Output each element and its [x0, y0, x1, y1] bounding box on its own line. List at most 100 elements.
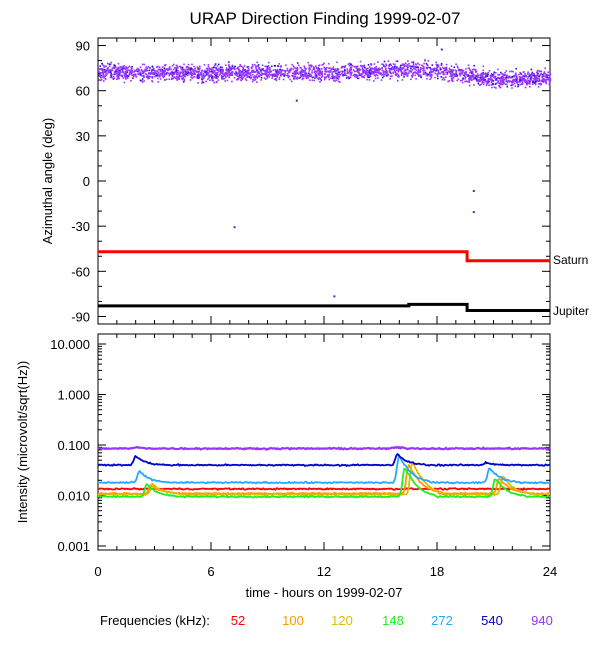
azimuth-point [350, 66, 352, 69]
azimuth-point [310, 64, 312, 66]
azimuth-point [430, 71, 433, 74]
azimuth-point [479, 74, 481, 76]
azimuth-point [445, 67, 447, 69]
azimuth-point [171, 73, 174, 76]
azimuth-point [220, 69, 222, 72]
azimuth-point [548, 82, 551, 85]
azimuth-point [350, 63, 353, 66]
azimuth-point [506, 76, 508, 79]
azimuth-point [384, 67, 387, 70]
azimuth-y-tick-label: 0 [83, 174, 90, 189]
azimuth-point [266, 71, 269, 74]
legend-entry-148: 148 [382, 613, 404, 628]
azimuth-point [200, 72, 202, 75]
azimuth-point [341, 73, 343, 75]
azimuth-point [513, 80, 515, 83]
azimuth-point [176, 76, 178, 78]
azimuth-point [261, 64, 264, 67]
azimuth-point [423, 62, 425, 65]
azimuth-outlier-point [233, 226, 236, 229]
azimuth-point [210, 68, 213, 71]
azimuth-point [173, 63, 175, 66]
azimuth-point [100, 72, 103, 74]
azimuth-point [217, 69, 219, 71]
azimuth-point [235, 70, 237, 73]
azimuth-point [514, 85, 517, 88]
azimuth-point [407, 68, 409, 71]
azimuth-point [101, 69, 104, 72]
azimuth-point [197, 70, 199, 73]
azimuth-point [529, 85, 531, 88]
azimuth-point [397, 69, 400, 72]
azimuth-point [103, 80, 105, 82]
azimuth-point [158, 66, 161, 68]
azimuth-point [111, 76, 113, 79]
azimuth-point [477, 74, 479, 77]
azimuth-point [399, 67, 401, 70]
azimuth-point [133, 71, 136, 73]
azimuth-point [265, 65, 267, 68]
azimuth-point [409, 66, 412, 68]
azimuth-point [521, 83, 523, 85]
azimuth-point [544, 80, 547, 83]
azimuth-point [248, 76, 250, 78]
azimuth-point [260, 73, 262, 76]
azimuth-point [454, 69, 457, 72]
azimuth-point [141, 63, 144, 66]
azimuth-point [392, 72, 394, 75]
azimuth-point [162, 66, 164, 68]
azimuth-point [99, 68, 101, 71]
azimuth-point [495, 87, 497, 89]
azimuth-point [436, 65, 438, 67]
azimuth-point [173, 76, 176, 78]
azimuth-point [519, 81, 521, 83]
azimuth-point [329, 67, 332, 69]
azimuth-point [135, 70, 137, 72]
azimuth-point [505, 70, 508, 72]
azimuth-point [253, 75, 256, 77]
azimuth-point [114, 66, 117, 69]
azimuth-point [377, 77, 379, 79]
azimuth-point [382, 71, 385, 73]
azimuth-point [481, 77, 484, 80]
azimuth-point [255, 66, 257, 69]
azimuth-point [425, 67, 428, 70]
azimuth-point [150, 70, 153, 73]
azimuth-point [249, 74, 252, 76]
azimuth-point [458, 69, 461, 72]
azimuth-point [472, 77, 475, 80]
azimuth-point [237, 75, 239, 78]
azimuth-point [452, 69, 455, 71]
azimuth-point [147, 66, 150, 68]
azimuth-point [194, 67, 196, 70]
azimuth-point [130, 68, 133, 71]
azimuth-point [208, 70, 211, 73]
azimuth-point [432, 69, 435, 72]
azimuth-point [229, 67, 232, 70]
azimuth-point [517, 84, 519, 86]
azimuth-point [449, 68, 451, 71]
azimuth-point [548, 79, 550, 82]
azimuth-point [101, 71, 104, 74]
azimuth-point [128, 69, 130, 72]
azimuth-point [359, 74, 361, 77]
azimuth-point [261, 73, 264, 75]
azimuth-point [477, 82, 480, 85]
azimuth-point [187, 72, 190, 75]
azimuth-point [403, 73, 405, 76]
azimuth-point [514, 78, 517, 80]
azimuth-point [178, 73, 180, 76]
azimuth-point [441, 78, 444, 81]
azimuth-point [296, 67, 298, 69]
azimuth-point [365, 73, 367, 76]
azimuth-point [106, 68, 109, 70]
azimuth-point [430, 75, 433, 77]
azimuth-point [520, 72, 522, 75]
azimuth-point [332, 75, 334, 78]
azimuth-point [508, 76, 511, 78]
azimuth-point [484, 76, 487, 79]
azimuth-point [168, 68, 171, 71]
azimuth-point [491, 73, 493, 75]
azimuth-point [459, 75, 462, 77]
azimuth-point [269, 68, 271, 70]
